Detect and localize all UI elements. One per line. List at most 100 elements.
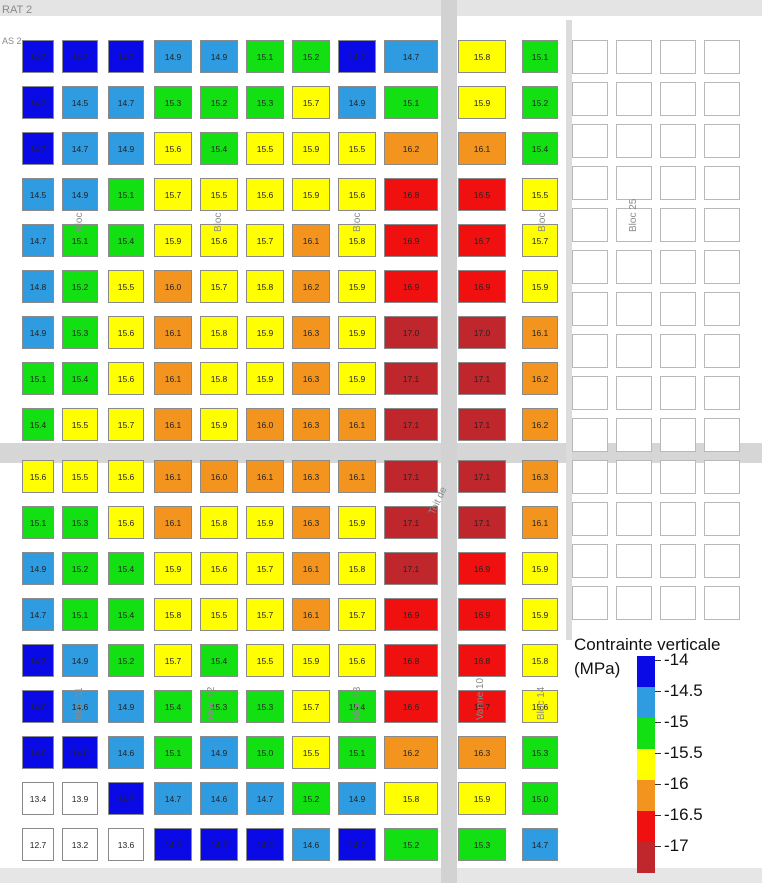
- map-cell: 15.4: [522, 132, 558, 165]
- legend-tick: [655, 753, 661, 754]
- map-cell: 15.6: [108, 506, 144, 539]
- map-cell: 15.8: [384, 782, 438, 815]
- empty-block: [572, 166, 608, 200]
- map-cell: 16.0: [200, 460, 238, 493]
- empty-block: [660, 586, 696, 620]
- legend-swatch: [637, 842, 655, 873]
- map-cell: 15.2: [62, 552, 98, 585]
- empty-block: [616, 544, 652, 578]
- map-cell: 16.1: [522, 506, 558, 539]
- legend-label: -16: [664, 774, 689, 793]
- map-cell: 15.4: [154, 690, 192, 723]
- map-cell: 15.0: [522, 782, 558, 815]
- map-cell: 15.7: [200, 270, 238, 303]
- legend-tick: [655, 722, 661, 723]
- map-cell: 16.7: [458, 690, 506, 723]
- map-cell: 16.9: [458, 552, 506, 585]
- map-cell: 15.8: [200, 506, 238, 539]
- map-cell: 15.8: [338, 552, 376, 585]
- map-cell: 14.9: [62, 644, 98, 677]
- map-cell: 15.0: [246, 736, 284, 769]
- legend-swatch: [637, 811, 655, 842]
- map-cell: 16.3: [292, 408, 330, 441]
- legend-swatch: [637, 687, 655, 718]
- empty-block: [704, 40, 740, 74]
- map-cell: 15.9: [458, 782, 506, 815]
- map-cell: 16.6: [384, 690, 438, 723]
- bloc-label-11: Bloc 11: [74, 687, 85, 720]
- map-cell: 15.8: [200, 316, 238, 349]
- map-cell: 15.6: [108, 460, 144, 493]
- map-cell: 16.9: [384, 598, 438, 631]
- map-cell: 15.5: [200, 178, 238, 211]
- empty-block: [704, 502, 740, 536]
- map-cell: 15.7: [522, 224, 558, 257]
- map-cell: 14.9: [338, 86, 376, 119]
- legend-label: -16.5: [664, 805, 703, 824]
- empty-block: [704, 334, 740, 368]
- map-cell: 16.1: [458, 132, 506, 165]
- map-cell: 14.9: [154, 40, 192, 73]
- map-cell: 15.7: [108, 408, 144, 441]
- map-cell: 15.8: [200, 362, 238, 395]
- empty-block: [660, 208, 696, 242]
- map-cell: 14.9: [22, 316, 54, 349]
- road-top: [0, 0, 762, 16]
- map-cell: 14.0: [62, 736, 98, 769]
- empty-block: [616, 334, 652, 368]
- map-cell: 16.1: [154, 362, 192, 395]
- map-cell: 14.6: [292, 828, 330, 861]
- empty-block: [660, 460, 696, 494]
- map-cell: 15.5: [62, 408, 98, 441]
- street-label-top: RAT 2: [2, 4, 33, 16]
- map-cell: 15.3: [458, 828, 506, 861]
- map-cell: 13.9: [62, 782, 98, 815]
- map-cell: 15.5: [292, 736, 330, 769]
- map-cell: 14.9: [200, 40, 238, 73]
- map-cell: 15.9: [338, 506, 376, 539]
- map-cell: 15.1: [22, 362, 54, 395]
- map-cell: 14.6: [62, 690, 98, 723]
- map-cell: 14.9: [200, 736, 238, 769]
- map-cell: 15.3: [62, 316, 98, 349]
- map-cell: 16.2: [384, 132, 438, 165]
- map-cell: 15.7: [292, 690, 330, 723]
- map-cell: 17.1: [384, 552, 438, 585]
- map-cell: 15.6: [108, 316, 144, 349]
- legend-swatch: [637, 656, 655, 687]
- map-cell: 17.0: [458, 316, 506, 349]
- map-cell: 15.9: [522, 270, 558, 303]
- empty-block: [704, 544, 740, 578]
- map-cell: 17.1: [458, 506, 506, 539]
- empty-block: [660, 544, 696, 578]
- empty-block: [572, 250, 608, 284]
- empty-block: [616, 40, 652, 74]
- empty-block: [704, 460, 740, 494]
- empty-block: [660, 166, 696, 200]
- map-cell: 15.9: [292, 178, 330, 211]
- empty-block: [704, 166, 740, 200]
- empty-block: [616, 82, 652, 116]
- empty-block: [616, 124, 652, 158]
- map-cell: 16.0: [246, 408, 284, 441]
- map-cell: 15.4: [108, 552, 144, 585]
- map-cell: 15.2: [292, 782, 330, 815]
- map-cell: 15.9: [154, 552, 192, 585]
- map-cell: 15.4: [108, 598, 144, 631]
- map-cell: 15.3: [246, 690, 284, 723]
- map-cell: 15.6: [522, 690, 558, 723]
- map-cell: 16.1: [292, 224, 330, 257]
- map-cell: 15.5: [246, 132, 284, 165]
- map-cell: 15.5: [338, 132, 376, 165]
- map-cell: 14.9: [338, 782, 376, 815]
- map-cell: 14.7: [108, 86, 144, 119]
- map-cell: 15.1: [62, 598, 98, 631]
- legend-tick: [655, 691, 661, 692]
- road-label-vanne: Vanne 10: [475, 677, 486, 720]
- map-cell: 15.4: [108, 224, 144, 257]
- bloc-label: Bloc: [74, 212, 85, 232]
- legend-swatch: [637, 780, 655, 811]
- map-cell: 15.1: [246, 40, 284, 73]
- empty-block: [660, 40, 696, 74]
- map-cell: 15.2: [292, 40, 330, 73]
